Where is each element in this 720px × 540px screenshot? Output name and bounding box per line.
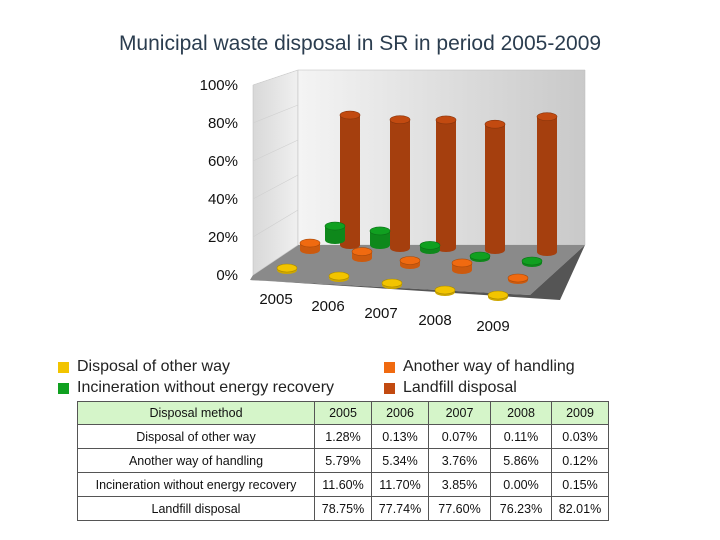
table-cell: 0.07% xyxy=(428,424,491,449)
gridline xyxy=(252,104,299,124)
row-label: Incineration without energy recovery xyxy=(77,472,315,497)
legend-label: Incineration without energy recovery xyxy=(77,379,335,396)
header-cell: 2008 xyxy=(490,401,552,425)
chart-floor-shadow xyxy=(250,245,585,300)
bar-landfill-disposal-2005 xyxy=(339,110,361,249)
y-tick-label: 0% xyxy=(216,267,238,284)
table-cell: 0.13% xyxy=(371,424,429,449)
chart-bars xyxy=(276,110,558,301)
legend-label: Another way of handling xyxy=(403,358,575,375)
y-axis-ticks: 0% 20% 40% 60% 80% 100% xyxy=(200,77,238,284)
bar-disposal-of-other-way-2007 xyxy=(381,278,403,289)
chart-3d-cylinders: 0% 20% 40% 60% 80% 100% 2005 2006 2007 2008 2009 xyxy=(200,69,586,335)
x-tick-label: 2008 xyxy=(418,312,451,329)
bar-disposal-of-other-way-2009 xyxy=(487,290,509,301)
legend-item-incineration: Incineration without energy recovery xyxy=(58,379,334,397)
bar-incineration-without-energy-recovery-2009 xyxy=(521,256,543,267)
bar-another-way-of-handling-2008 xyxy=(451,258,473,274)
header-cell: 2007 xyxy=(428,401,491,425)
table-cell: 3.76% xyxy=(428,448,491,473)
legend-item-disposal-other: Disposal of other way xyxy=(58,358,230,376)
x-tick-label: 2007 xyxy=(364,305,397,322)
table-cell: 11.60% xyxy=(314,472,372,497)
y-tick-label: 100% xyxy=(200,77,238,94)
legend-swatch xyxy=(384,361,395,373)
bar-landfill-disposal-2009 xyxy=(536,112,558,256)
bar-incineration-without-energy-recovery-2005 xyxy=(324,221,346,244)
table-row: Incineration without energy recovery 11.… xyxy=(77,472,609,497)
table-cell: 1.28% xyxy=(314,424,372,449)
table-cell: 76.23% xyxy=(490,496,552,521)
legend-label: Disposal of other way xyxy=(77,358,230,375)
legend-item-landfill: Landfill disposal xyxy=(384,379,517,397)
table-cell: 0.12% xyxy=(551,448,609,473)
chart-title: Municipal waste disposal in SR in period… xyxy=(118,32,602,55)
header-cell: 2009 xyxy=(551,401,609,425)
legend-swatch xyxy=(384,382,395,394)
x-tick-label: 2005 xyxy=(259,291,292,308)
header-cell: Disposal method xyxy=(77,401,315,425)
bar-disposal-of-other-way-2005 xyxy=(276,263,298,274)
x-axis-ticks: 2005 2006 2007 2008 2009 xyxy=(259,291,509,335)
table-row: Landfill disposal 78.75% 77.74% 77.60% 7… xyxy=(77,496,609,521)
legend-swatch xyxy=(58,382,69,394)
table-row: Another way of handling 5.79% 5.34% 3.76… xyxy=(77,448,609,473)
y-tick-label: 40% xyxy=(208,191,238,208)
y-tick-label: 20% xyxy=(208,229,238,246)
bar-another-way-of-handling-2009 xyxy=(507,273,529,284)
table-cell: 0.15% xyxy=(551,472,609,497)
bar-landfill-disposal-2008 xyxy=(484,119,506,255)
legend-label: Landfill disposal xyxy=(403,379,517,396)
table-header-row: Disposal method 2005 2006 2007 2008 2009 xyxy=(77,401,609,425)
bar-incineration-without-energy-recovery-2007 xyxy=(419,241,441,254)
table-row: Disposal of other way 1.28% 0.13% 0.07% … xyxy=(77,424,609,449)
data-table: Disposal method 2005 2006 2007 2008 2009… xyxy=(77,401,609,521)
table-cell: 77.74% xyxy=(371,496,429,521)
y-tick-label: 60% xyxy=(208,153,238,170)
header-cell: 2006 xyxy=(371,401,429,425)
row-label: Another way of handling xyxy=(77,448,315,473)
bar-disposal-of-other-way-2006 xyxy=(328,271,350,282)
legend-swatch xyxy=(58,361,69,373)
table-cell: 0.03% xyxy=(551,424,609,449)
table-cell: 0.00% xyxy=(490,472,552,497)
gridline xyxy=(252,174,299,200)
gridline xyxy=(252,69,299,86)
table-cell: 3.85% xyxy=(428,472,491,497)
bar-another-way-of-handling-2006 xyxy=(351,247,373,262)
chart-side-wall xyxy=(252,69,299,276)
table-cell: 11.70% xyxy=(371,472,429,497)
table-cell: 0.11% xyxy=(490,424,552,449)
bar-landfill-disposal-2006 xyxy=(389,115,411,252)
y-tick-label: 80% xyxy=(208,115,238,132)
row-label: Disposal of other way xyxy=(77,424,315,449)
x-tick-label: 2006 xyxy=(311,298,344,315)
chart-floor xyxy=(250,245,585,295)
x-tick-label: 2009 xyxy=(476,318,509,335)
header-cell: 2005 xyxy=(314,401,372,425)
gridline xyxy=(252,139,299,162)
bar-another-way-of-handling-2005 xyxy=(299,238,321,254)
row-label: Landfill disposal xyxy=(77,496,315,521)
gridline xyxy=(252,244,299,276)
table-cell: 78.75% xyxy=(314,496,372,521)
bar-incineration-without-energy-recovery-2006 xyxy=(369,226,391,249)
table-cell: 77.60% xyxy=(428,496,491,521)
gridline xyxy=(252,209,299,238)
table-cell: 5.86% xyxy=(490,448,552,473)
bar-incineration-without-energy-recovery-2008 xyxy=(469,251,491,262)
bar-disposal-of-other-way-2008 xyxy=(434,285,456,296)
table-cell: 5.34% xyxy=(371,448,429,473)
table-cell: 82.01% xyxy=(551,496,609,521)
legend-item-another-way: Another way of handling xyxy=(384,358,575,376)
bar-another-way-of-handling-2007 xyxy=(399,256,421,269)
table-cell: 5.79% xyxy=(314,448,372,473)
bar-landfill-disposal-2007 xyxy=(435,115,457,253)
